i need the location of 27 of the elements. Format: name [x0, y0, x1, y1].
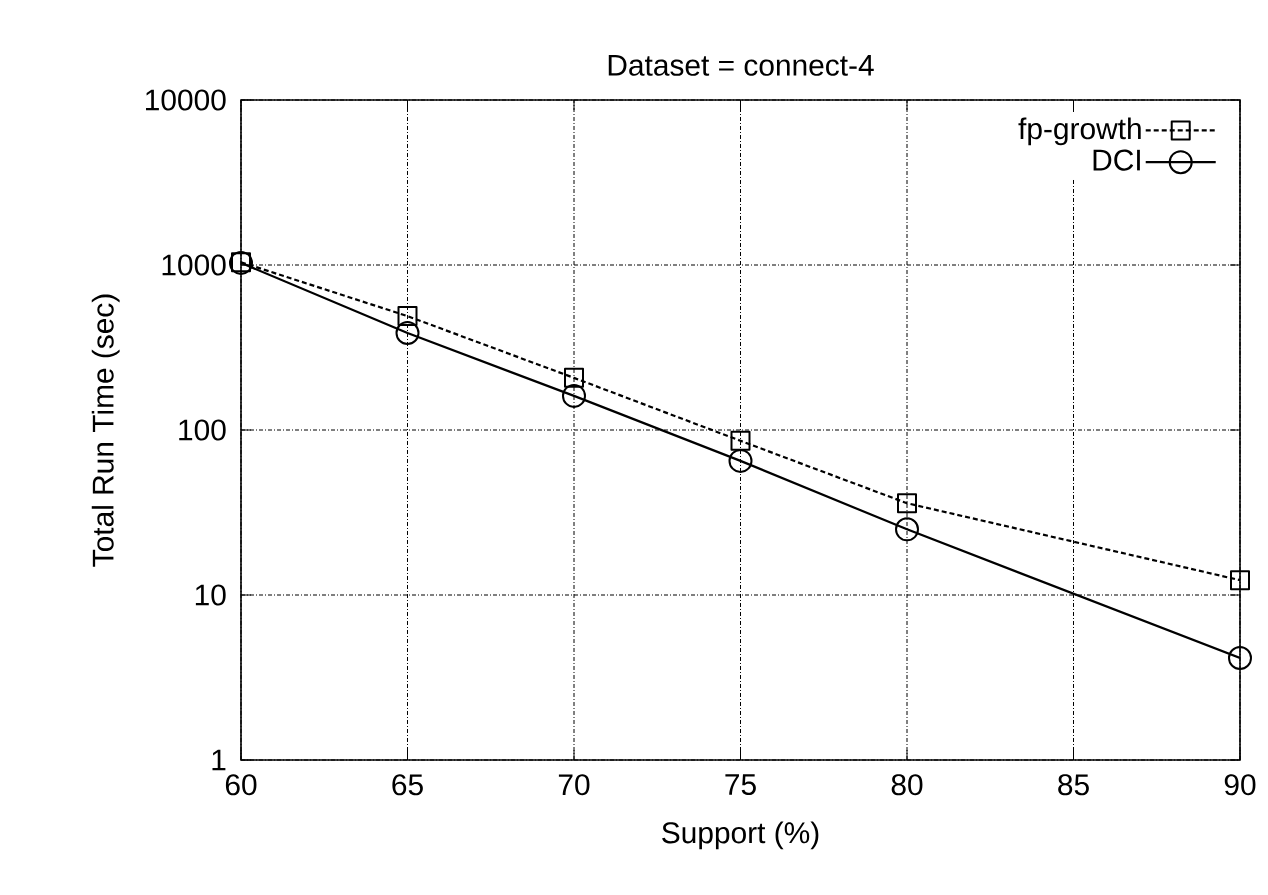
- point: [1228, 646, 1252, 671]
- y-tick-label: 1: [212, 749, 226, 771]
- x-tick-label: 60: [225, 774, 257, 796]
- point: [730, 430, 751, 451]
- point: [564, 367, 584, 388]
- chart-title: Dataset = connect-4: [608, 55, 874, 76]
- point: [897, 493, 917, 514]
- y-tick-label: 10: [195, 584, 226, 606]
- point: [895, 517, 919, 542]
- x-tick-label: 90: [1224, 774, 1256, 796]
- point: [395, 321, 420, 346]
- x-tick-label: 65: [392, 774, 423, 796]
- legend-label: DCI: [1093, 149, 1140, 171]
- point: [728, 448, 753, 473]
- legend-label: fp-growth: [1018, 117, 1141, 146]
- y-tick-label: 1000: [162, 254, 226, 276]
- x-tick-label: 75: [725, 774, 756, 796]
- point: [562, 383, 586, 408]
- x-tick-label: 80: [891, 774, 923, 796]
- x-tick-label: 70: [558, 774, 590, 796]
- point: [1230, 570, 1250, 591]
- y-tick-label: 100: [179, 419, 226, 441]
- x-axis-title: Support (%): [662, 821, 819, 850]
- y-axis-title: Total Run Time (sec): [91, 294, 120, 567]
- x-tick-label: 85: [1058, 774, 1089, 796]
- point: [397, 306, 418, 327]
- y-tick-label: 10000: [146, 89, 226, 111]
